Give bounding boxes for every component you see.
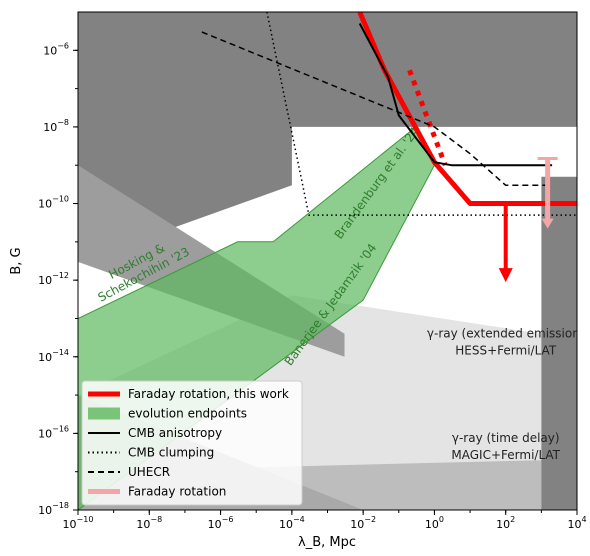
x-tick-label-6-base: 10 [496, 518, 510, 531]
x-tick-label-3-exp: −4 [293, 515, 305, 524]
y-tick-label-4-base: 10 [38, 198, 52, 211]
x-tick-label-0-base: 10 [63, 518, 77, 531]
legend-label-3: CMB clumping [128, 446, 214, 460]
x-tick-label-7-exp: 4 [581, 515, 586, 524]
y-tick-label-6-base: 10 [43, 44, 57, 57]
y-tick-label-1-base: 10 [38, 427, 52, 440]
y-tick-label-5: 10−8 [43, 118, 69, 134]
y-tick-label-3-base: 10 [38, 274, 52, 287]
gamma-extended-label-line: HESS+Fermi/LAT [455, 343, 557, 357]
gamma-extended-label-line: γ-ray (extended emission) [427, 326, 585, 340]
x-tick-label-7-base: 10 [567, 518, 581, 531]
y-tick-label-5-exp: −8 [57, 118, 69, 127]
legend-label-1: evolution endpoints [128, 407, 247, 421]
x-tick-label-1: 10−8 [136, 515, 162, 531]
series-line-4 [201, 31, 553, 187]
axes: 10−10 10−8 10−6 10−4 10−2 100 102 10410−1810−16… [38, 41, 586, 531]
x-tick-label-3: 10−4 [279, 515, 305, 531]
y-tick-label-0-base: 10 [38, 504, 52, 517]
x-tick-label-0-exp: −10 [77, 515, 94, 524]
x-tick-label-1-exp: −8 [150, 515, 162, 524]
legend: Faraday rotation, this work evolution end… [81, 380, 303, 506]
x-tick-label-5-exp: 0 [439, 515, 444, 524]
series-line-2 [358, 23, 553, 167]
y-tick-label-3: 10−12 [38, 271, 69, 287]
series-line-3 [266, 12, 577, 216]
y-tick-label-2-base: 10 [38, 351, 52, 364]
upper-limit-arrow-head [498, 268, 513, 283]
x-tick-label-6: 102 [496, 515, 515, 531]
y-tick-label-6-exp: −6 [57, 41, 69, 50]
x-tick-label-1-base: 10 [136, 518, 150, 531]
x-tick-label-3-base: 10 [279, 518, 293, 531]
legend-box [81, 380, 303, 506]
gamma-time-delay-label: γ-ray (time delay) MAGIC+Fermi/LAT [451, 431, 560, 462]
x-tick-label-5-base: 10 [425, 518, 439, 531]
legend-label-5: Faraday rotation [128, 485, 226, 499]
y-tick-label-0-exp: −18 [52, 501, 69, 510]
y-tick-label-4-exp: −10 [52, 195, 69, 204]
x-tick-label-4: 10−2 [350, 515, 376, 531]
gamma-extended-label: γ-ray (extended emission) HESS+Fermi/LAT [427, 326, 585, 357]
x-tick-label-7: 104 [567, 515, 586, 531]
y-tick-label-6: 10−6 [43, 41, 69, 57]
x-tick-label-2-exp: −6 [222, 515, 234, 524]
y-tick-label-1-exp: −16 [52, 424, 69, 433]
x-tick-label-5: 100 [425, 515, 444, 531]
errorbar-arrow-head [541, 218, 554, 229]
legend-label-4: UHECR [128, 465, 170, 479]
y-tick-label-0: 10−18 [38, 501, 69, 517]
x-tick-label-0: 10−10 [63, 515, 94, 531]
y-tick-label-1: 10−16 [38, 424, 69, 440]
x-axis-label: λ_B, Mpc [298, 535, 356, 550]
region-gray-right-strip [541, 176, 577, 510]
x-tick-label-4-exp: −2 [364, 515, 376, 524]
y-tick-label-4: 10−10 [38, 195, 69, 211]
y-tick-label-3-exp: −12 [52, 271, 69, 280]
x-tick-label-2-base: 10 [208, 518, 222, 531]
y-axis-label: B, G [9, 247, 24, 274]
gamma-time-delay-label-line: γ-ray (time delay) [452, 431, 560, 445]
y-tick-label-5-base: 10 [43, 121, 57, 134]
y-tick-label-2: 10−14 [38, 348, 69, 364]
x-tick-label-4-base: 10 [350, 518, 364, 531]
legend-swatch-1 [88, 407, 120, 420]
legend-label-2: CMB anisotropy [128, 426, 222, 440]
y-tick-label-2-exp: −14 [52, 348, 69, 357]
gamma-time-delay-label-line: MAGIC+Fermi/LAT [451, 448, 560, 462]
region-gray-upper-left [78, 12, 577, 262]
x-tick-label-2: 10−6 [208, 515, 234, 531]
legend-label-0: Faraday rotation, this work [128, 387, 289, 401]
x-tick-label-6-exp: 2 [510, 515, 515, 524]
